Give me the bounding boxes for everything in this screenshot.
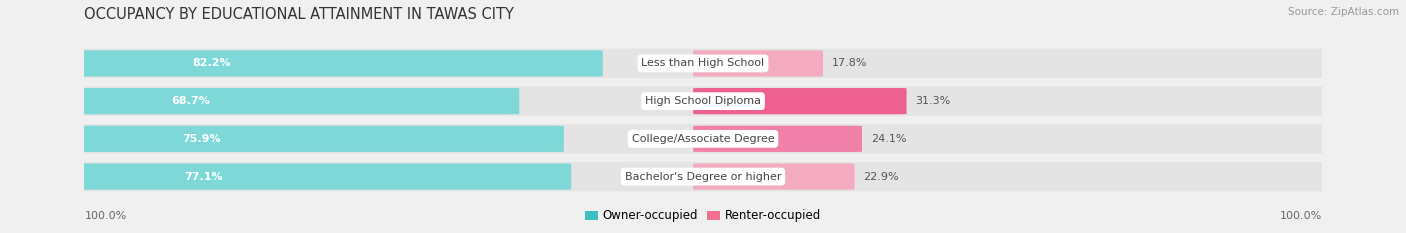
FancyBboxPatch shape — [66, 86, 1340, 116]
FancyBboxPatch shape — [693, 50, 823, 77]
Legend: Owner-occupied, Renter-occupied: Owner-occupied, Renter-occupied — [579, 205, 827, 227]
Text: College/Associate Degree: College/Associate Degree — [631, 134, 775, 144]
FancyBboxPatch shape — [75, 163, 571, 190]
FancyBboxPatch shape — [75, 88, 519, 114]
Text: 77.1%: 77.1% — [184, 171, 224, 182]
FancyBboxPatch shape — [75, 126, 564, 152]
Text: 24.1%: 24.1% — [870, 134, 905, 144]
Text: Source: ZipAtlas.com: Source: ZipAtlas.com — [1288, 7, 1399, 17]
Text: 31.3%: 31.3% — [915, 96, 950, 106]
FancyBboxPatch shape — [693, 88, 907, 114]
Text: 22.9%: 22.9% — [863, 171, 898, 182]
FancyBboxPatch shape — [66, 124, 1340, 154]
Text: Less than High School: Less than High School — [641, 58, 765, 69]
Text: 75.9%: 75.9% — [183, 134, 221, 144]
Text: 17.8%: 17.8% — [832, 58, 868, 69]
FancyBboxPatch shape — [75, 50, 603, 77]
FancyBboxPatch shape — [66, 49, 1340, 78]
FancyBboxPatch shape — [66, 162, 1340, 191]
Text: 82.2%: 82.2% — [193, 58, 231, 69]
Text: OCCUPANCY BY EDUCATIONAL ATTAINMENT IN TAWAS CITY: OCCUPANCY BY EDUCATIONAL ATTAINMENT IN T… — [84, 7, 515, 22]
Text: 100.0%: 100.0% — [84, 211, 127, 221]
Text: Bachelor's Degree or higher: Bachelor's Degree or higher — [624, 171, 782, 182]
Text: 68.7%: 68.7% — [172, 96, 209, 106]
Text: High School Diploma: High School Diploma — [645, 96, 761, 106]
FancyBboxPatch shape — [693, 126, 862, 152]
Text: 100.0%: 100.0% — [1279, 211, 1322, 221]
FancyBboxPatch shape — [693, 163, 855, 190]
